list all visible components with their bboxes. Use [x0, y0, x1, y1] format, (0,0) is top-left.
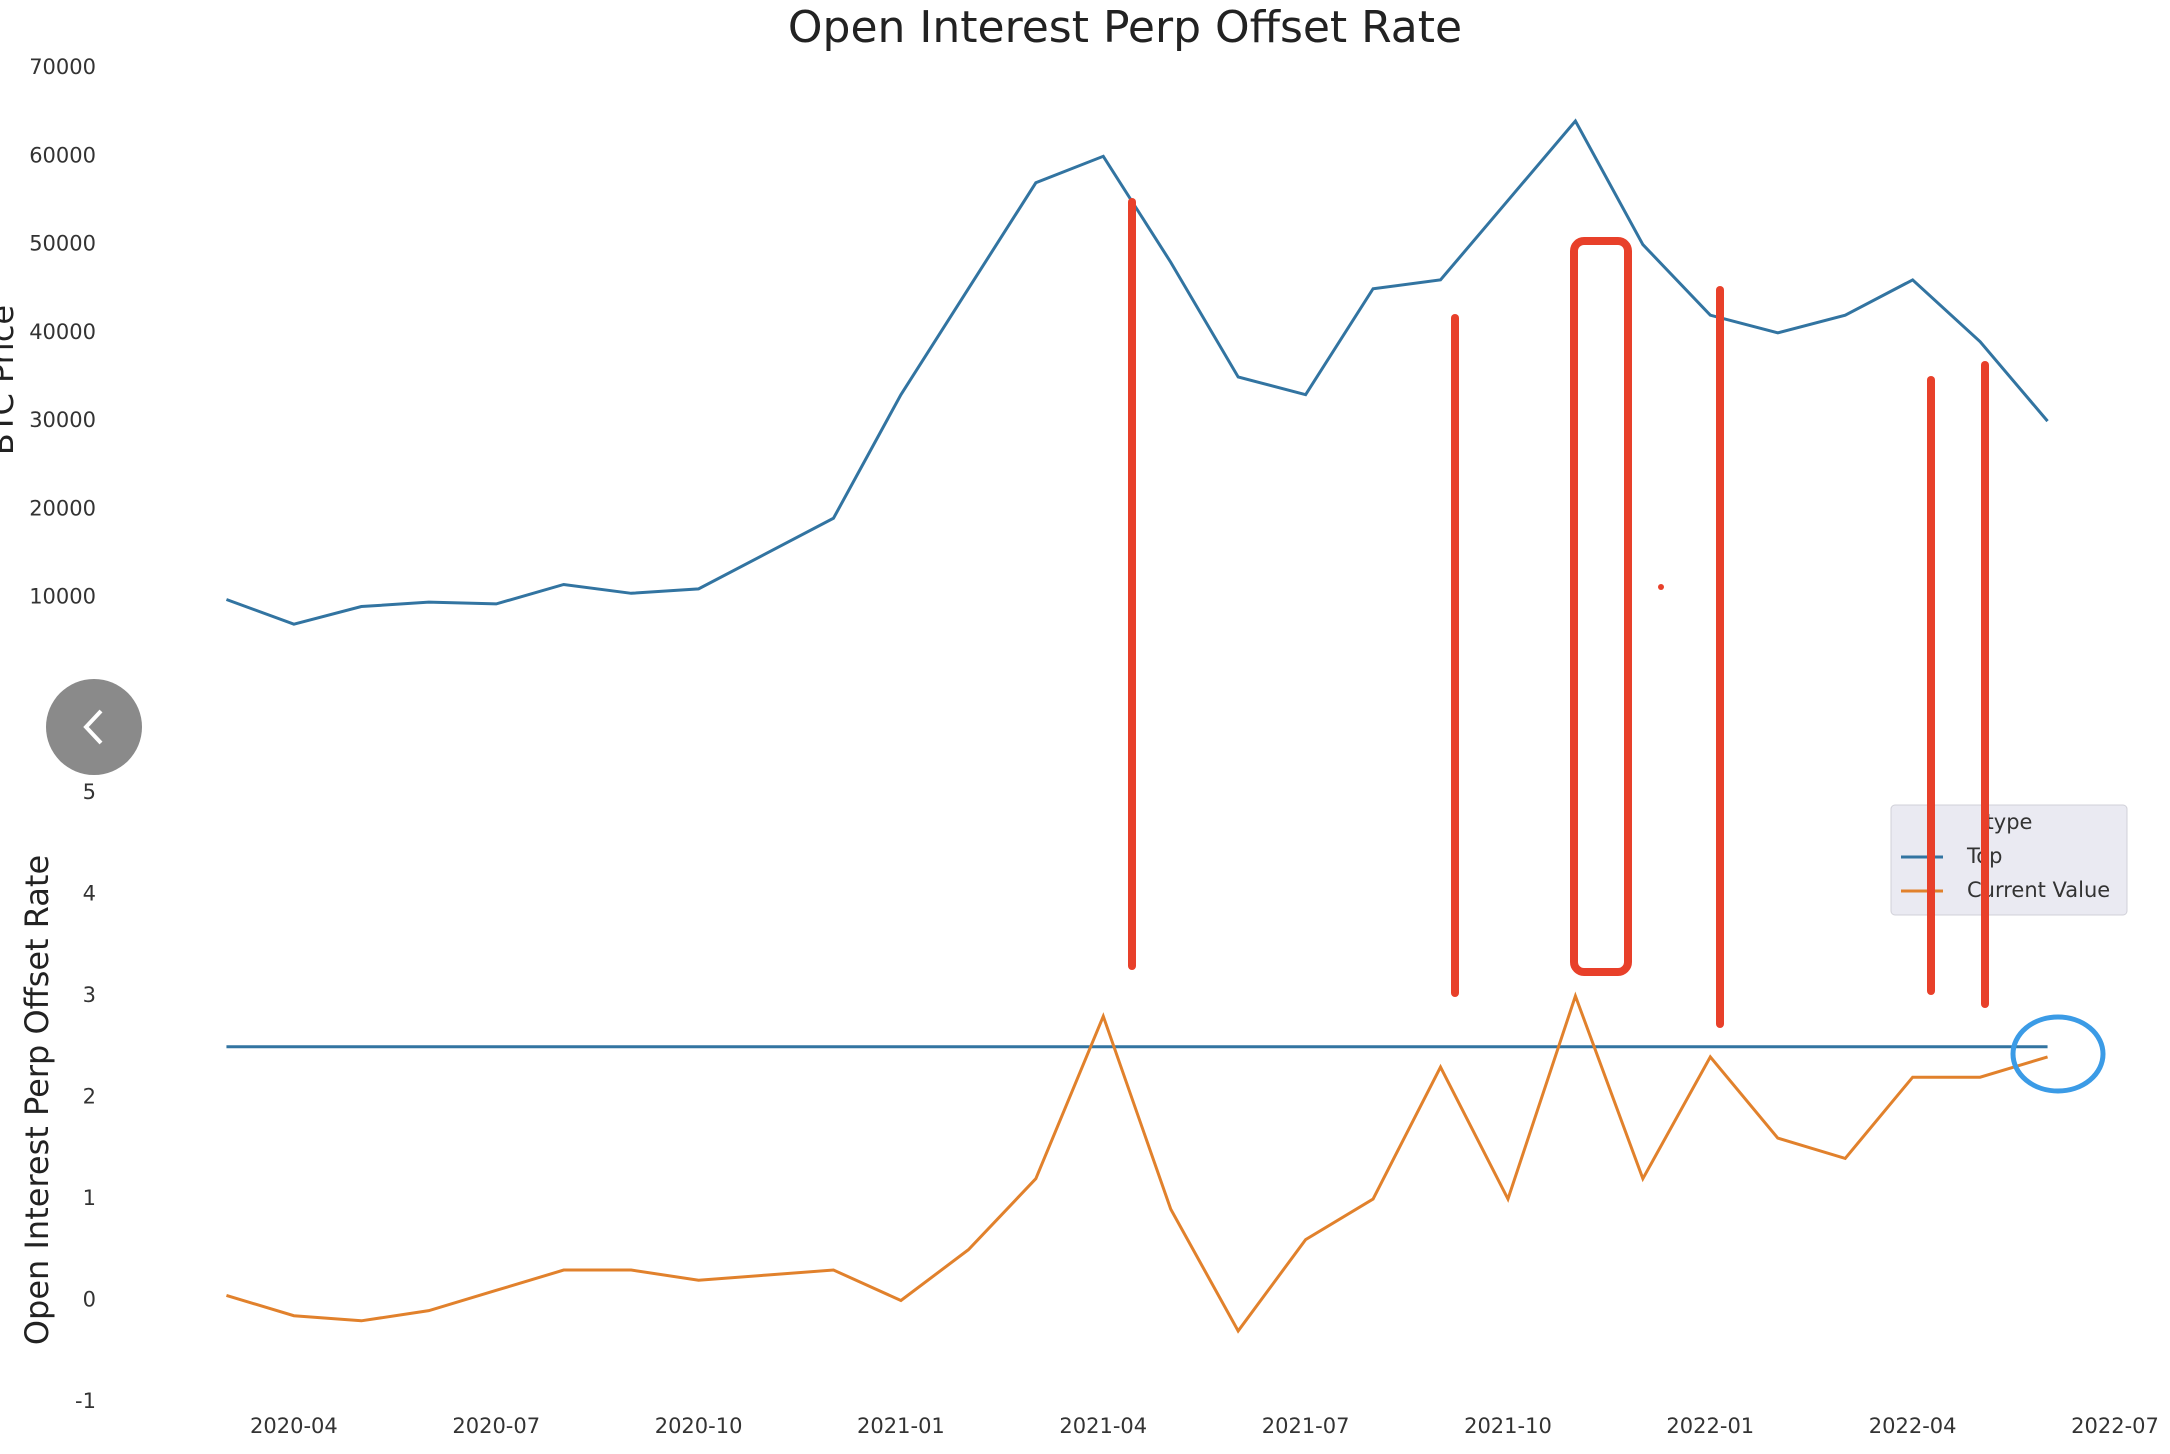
y-tick-label: 1 [83, 1186, 96, 1210]
x-tick-label: 2020-10 [655, 1414, 743, 1438]
back-button-circle[interactable] [46, 679, 142, 775]
y-tick-label: 40000 [29, 320, 96, 344]
y-tick-label: 50000 [29, 232, 96, 256]
y-axis-label: BTC Price [0, 305, 21, 455]
line [225, 118, 2049, 626]
y-tick-label: 3 [83, 983, 96, 1007]
y-axis-label: Open Interest Perp Offset Rate [18, 855, 56, 1345]
x-tick-label: 2020-07 [452, 1414, 540, 1438]
y-tick-label: 4 [83, 882, 96, 906]
line [226, 991, 2048, 1334]
y-tick-label: 0 [83, 1288, 96, 1312]
y-tick-label: 70000 [29, 55, 96, 79]
y-tick-label: 10000 [29, 585, 96, 609]
x-tick-label: 2020-04 [250, 1414, 338, 1438]
y-tick-label: 5 [83, 780, 96, 804]
legend-label: Current Value [1967, 878, 2110, 902]
legend-box [1890, 804, 2128, 916]
x-tick-label: 2022-01 [1666, 1414, 1754, 1438]
x-tick-label: 2021-07 [1262, 1414, 1350, 1438]
y-tick-label: 2 [83, 1085, 96, 1109]
x-tick-label: 2021-01 [857, 1414, 945, 1438]
x-tick-label: 2021-04 [1059, 1414, 1147, 1438]
y-tick-label: 30000 [29, 408, 96, 432]
y-tick-label: -1 [75, 1389, 96, 1413]
annotations [1128, 198, 1989, 1028]
x-tick-label: 2021-10 [1464, 1414, 1552, 1438]
chart-title: Open Interest Perp Offset Rate [788, 2, 1462, 53]
back-button[interactable] [46, 679, 142, 775]
x-tick-label: 2022-07 [2071, 1414, 2159, 1438]
back-icon[interactable] [83, 709, 103, 745]
x-tick-label: 2022-04 [1869, 1414, 1957, 1438]
annotation-box [1570, 237, 1632, 976]
y-tick-label: 20000 [29, 496, 96, 520]
annotation-circle [2010, 1014, 2106, 1094]
legend-title: type [1986, 810, 2033, 834]
y-tick-label: 60000 [29, 143, 96, 167]
annotation-dot [1658, 584, 1664, 590]
